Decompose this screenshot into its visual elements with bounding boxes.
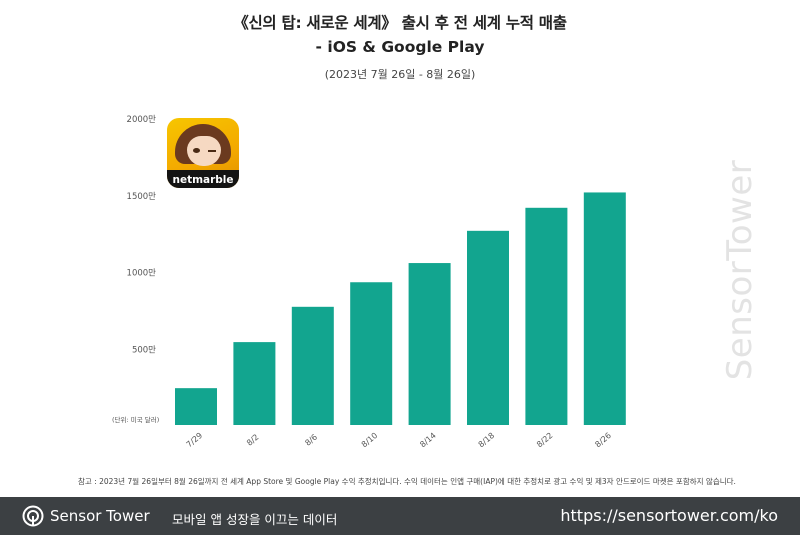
bar [233,342,276,425]
bar [583,192,626,425]
bar-chart: 500만 1000만 1500만 2000만 (단위: 미국 달러) 7/29 8/2 8/6… [112,115,626,449]
watermark-text: SensorTower [720,159,760,381]
chart-subtitle: (2023년 7월 26일 - 8월 26일) [324,68,476,81]
sensortower-watermark: SensorTower [705,130,775,410]
unit-note: (단위: 미국 달러) [112,415,159,424]
x-tick-label: 8/2 [245,432,261,447]
game-app-icon: netmarble [167,118,239,188]
chart-title-line2: - iOS & Google Play [315,38,485,56]
bar [291,306,334,425]
x-tick-label: 8/22 [535,431,555,449]
y-tick-label: 1000만 [127,269,157,279]
y-tick-label: 1500만 [127,192,157,202]
x-tick-label: 8/6 [303,432,319,447]
footer-bar: Sensor Tower 모바일 앱 성장을 이끄는 데이터 https://s… [0,497,800,535]
bar [467,230,509,425]
bar [525,207,568,425]
bar [408,263,451,425]
chart-title: 《신의 탑: 새로운 세계》 출시 후 전 세계 누적 매출 [233,14,567,32]
x-tick-label: 8/10 [360,431,380,449]
x-tick-label: 8/14 [418,431,438,449]
bar [350,282,393,425]
footer-tagline: 모바일 앱 성장을 이끄는 데이터 [172,512,338,527]
bar [175,388,217,425]
y-tick-label: 500만 [132,345,156,355]
x-tick-label: 7/29 [185,431,205,449]
sensortower-logo-icon [22,505,44,527]
footer-url-link[interactable]: https://sensortower.com/ko [560,506,778,525]
chart-header: 《신의 탑: 새로운 세계》 출시 후 전 세계 누적 매출 - iOS & G… [0,12,800,82]
x-tick-label: 8/18 [477,431,497,449]
app-icon-brand-label: netmarble [172,174,234,186]
footer-brand-name: Sensor Tower [50,507,150,525]
x-tick-label: 8/26 [593,431,613,449]
y-tick-label: 2000만 [127,115,157,125]
footnote: 참고 : 2023년 7월 26일부터 8월 26일까지 전 세계 App St… [78,477,736,486]
